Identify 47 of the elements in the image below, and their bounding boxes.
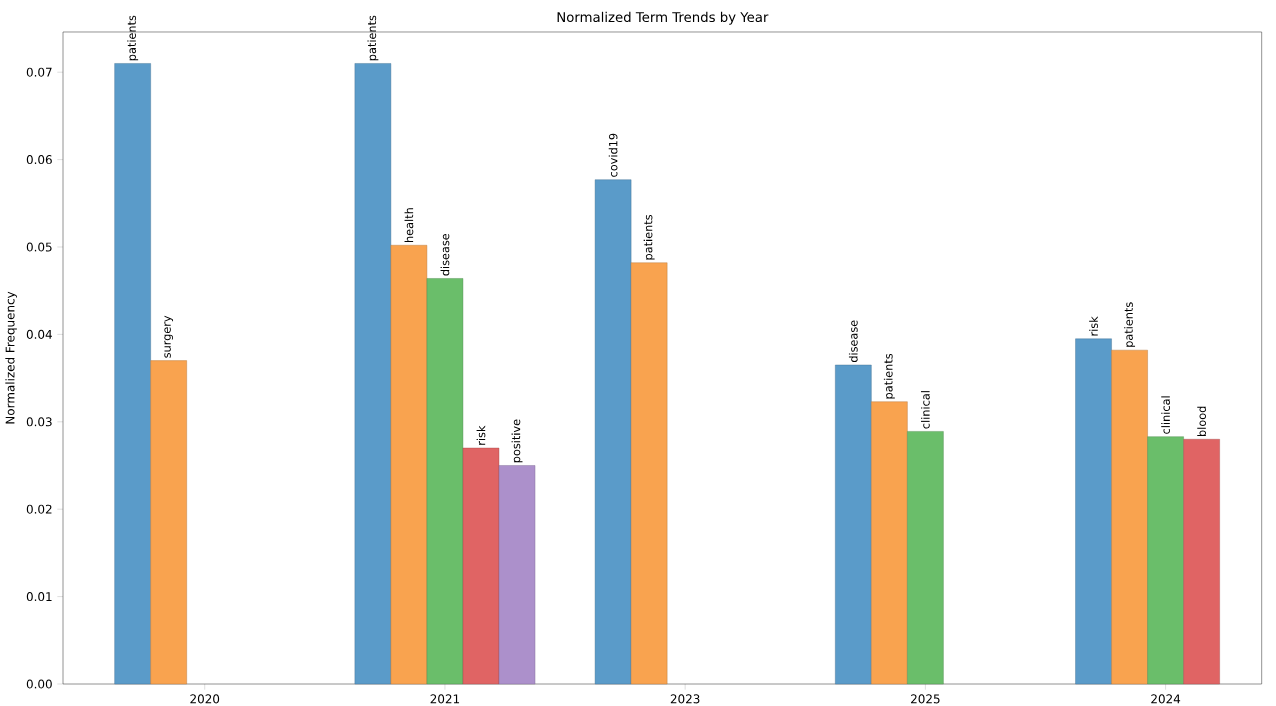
x-tick-label: 2025 [911,694,940,704]
data-label: patients [367,15,379,61]
bar [907,431,944,685]
y-tick-label: 0.07 [26,67,52,77]
data-label: health [404,208,414,242]
data-label: patients [127,15,139,61]
bar [1075,338,1112,685]
y-tick-label: 0.01 [26,592,52,602]
x-tick-label: 2021 [430,694,460,704]
x-tick-label: 2024 [1151,694,1181,704]
data-label: patients [883,353,895,399]
bar [462,447,500,685]
data-label: positive [511,419,523,463]
y-axis-title: Normalized Frequency [5,291,17,424]
bar [1183,439,1220,685]
bar [1111,349,1148,685]
bar [390,245,428,685]
x-tick-label: 2023 [670,694,700,704]
data-label: disease [440,233,450,276]
data-label: patients [1124,302,1136,347]
bar [498,465,536,685]
y-tick-label: 0.03 [26,417,52,427]
y-tick-label: 0.00 [26,679,52,689]
y-tick-label: 0.05 [26,242,52,252]
bar [835,364,872,685]
x-tick-label: 2020 [190,694,220,704]
bar [354,63,392,685]
data-label: clinical [1161,396,1170,434]
data-label: clinical [921,391,930,429]
data-label: risk [476,425,486,445]
data-label: covid19 [608,133,618,177]
bar [1147,436,1184,685]
data-label: blood [1197,406,1207,436]
y-tick-label: 0.06 [26,155,52,165]
data-label: surgery [164,315,174,358]
chart-title: Normalized Term Trends by Year [557,11,769,25]
bar [630,262,668,685]
y-tick-label: 0.02 [26,504,52,514]
bar [594,179,632,685]
y-tick-label: 0.04 [26,329,52,339]
bar [150,360,187,685]
bar [871,401,908,685]
bar [426,278,464,685]
data-label: patients [643,214,655,260]
data-label: risk [1089,316,1098,336]
data-label: disease [848,320,858,363]
bar [114,63,151,685]
